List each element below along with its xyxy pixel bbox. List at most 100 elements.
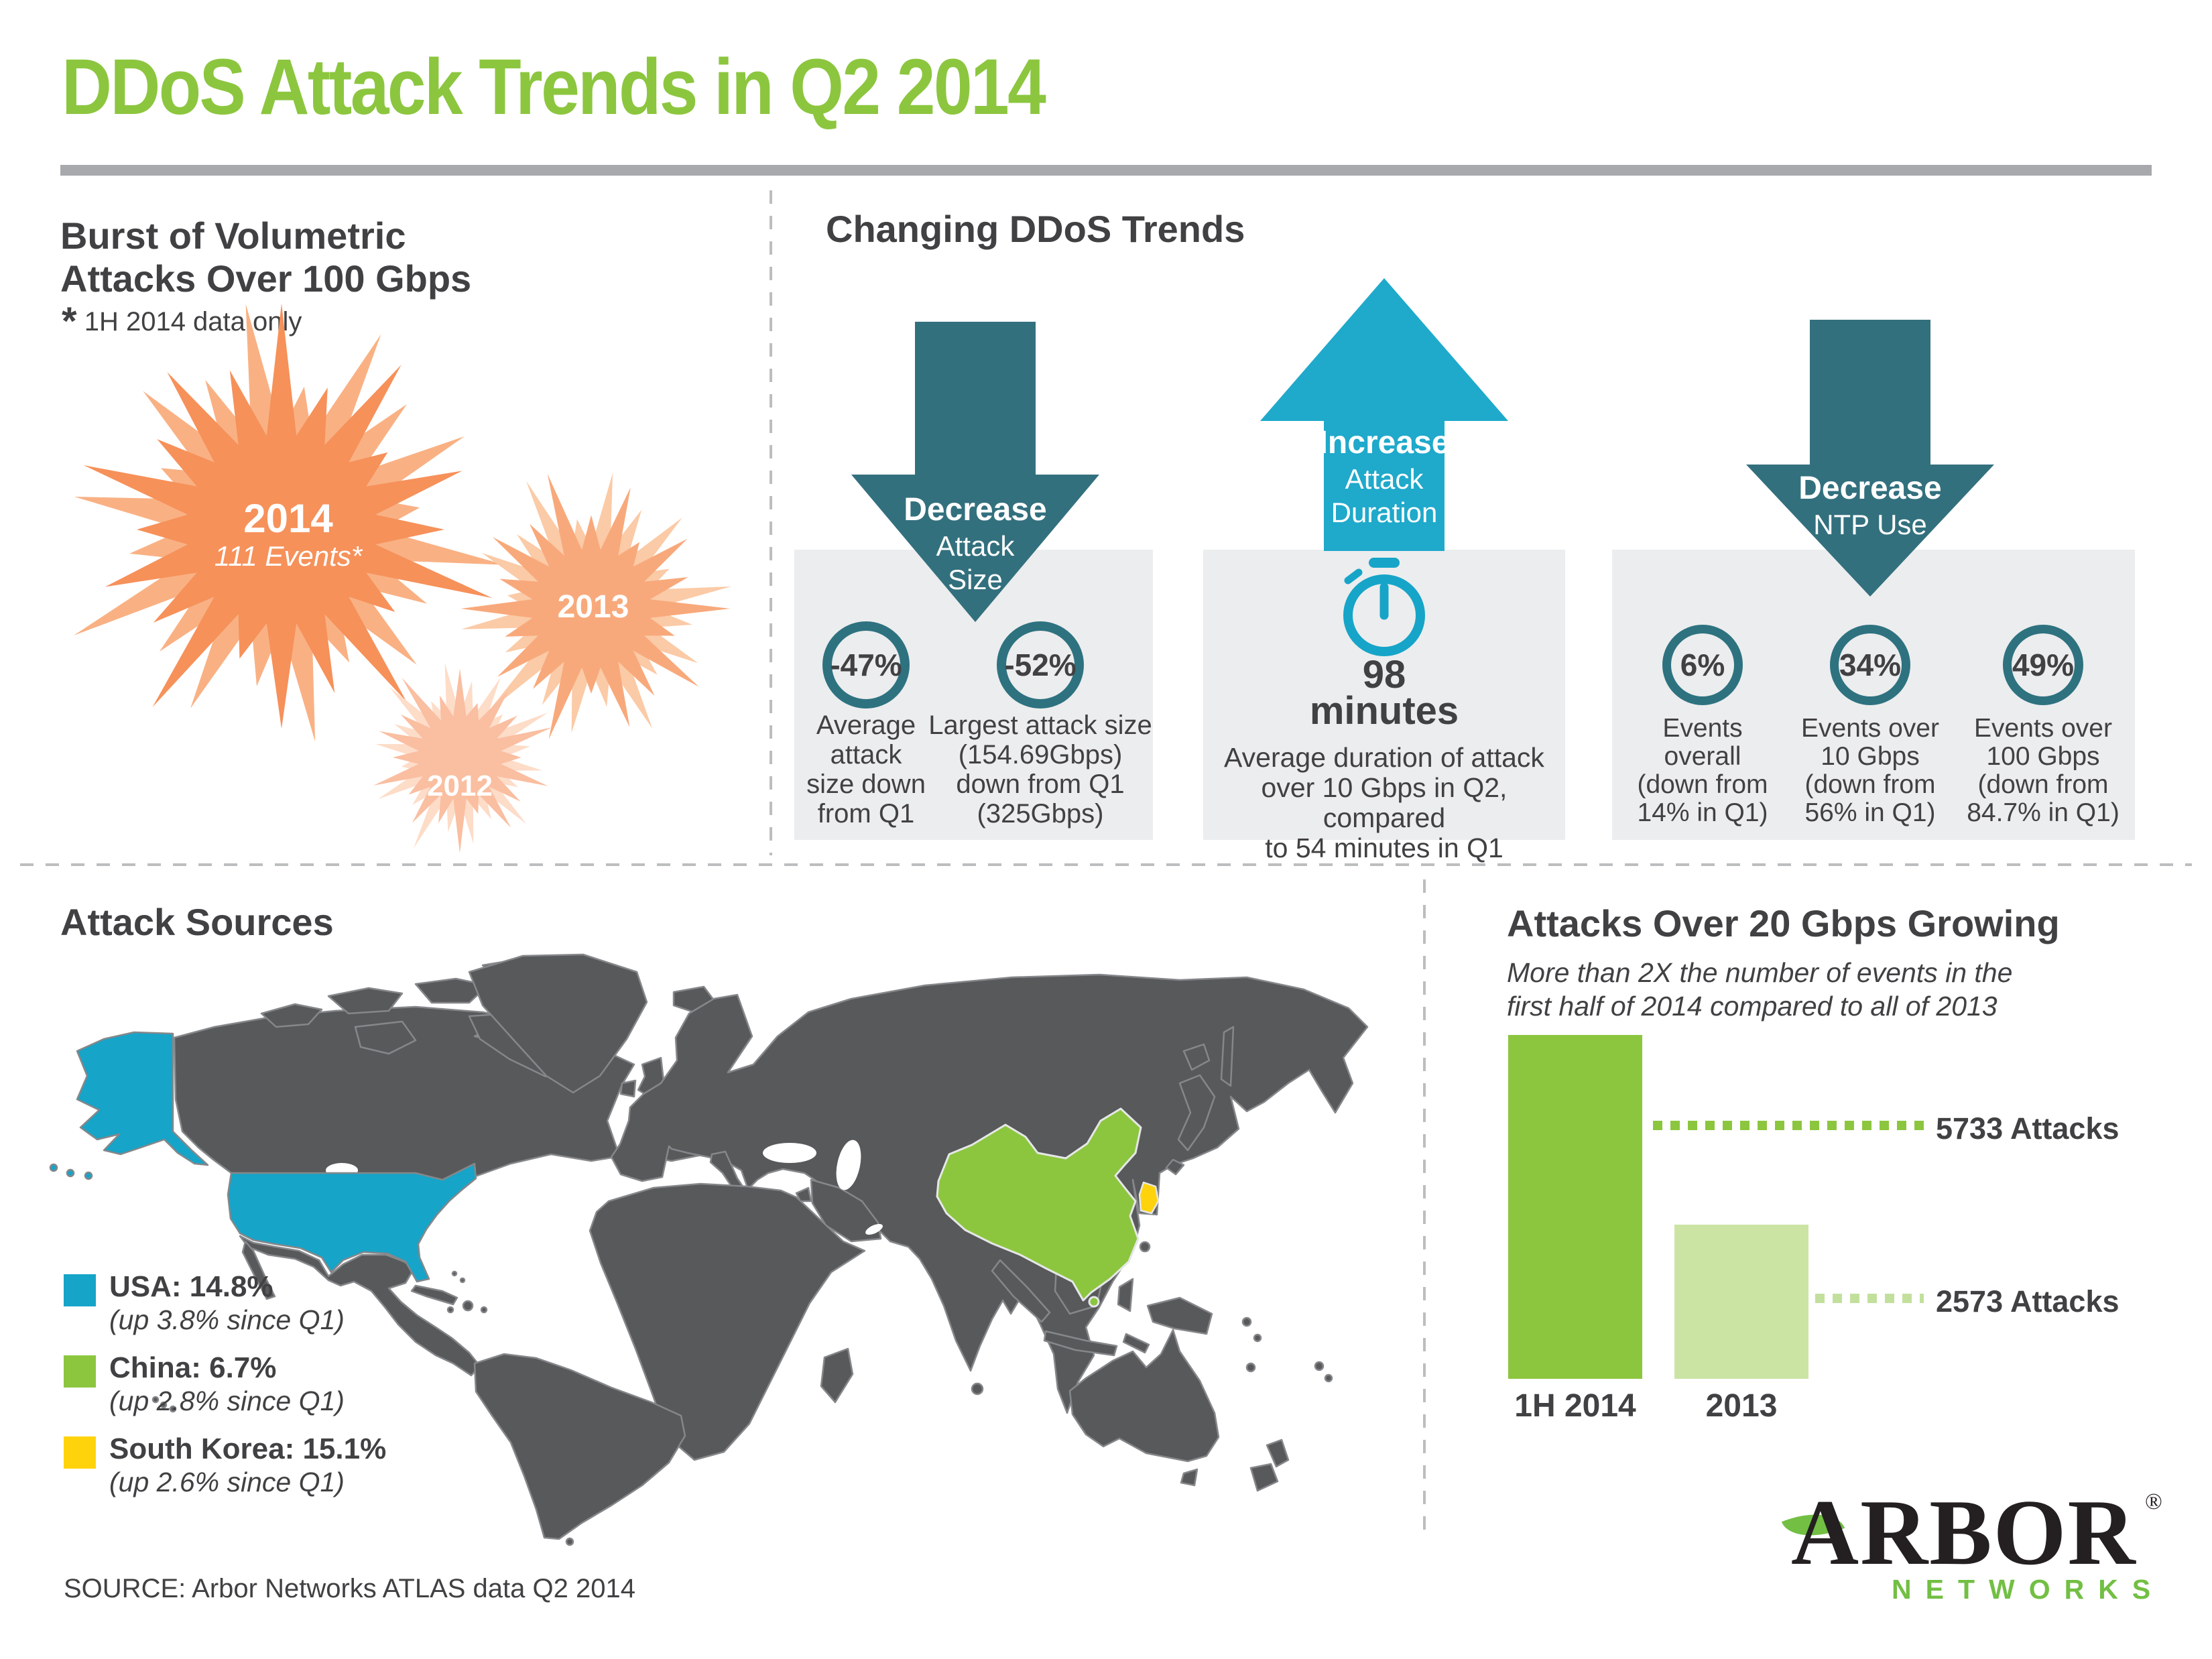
source-note: SOURCE: Arbor Networks ATLAS data Q2 201…: [64, 1574, 635, 1603]
attack-size-arrow-line1: Attack: [936, 530, 1015, 562]
duration-arrow-line1: Attack: [1345, 463, 1424, 495]
ntp-arrow-line1: NTP Use: [1813, 509, 1927, 540]
map-region-mexico: [239, 1235, 481, 1377]
events-overall-caption: Events overall (down from 14% in Q1): [1619, 715, 1786, 827]
star-2014-events: 111 Events*: [214, 540, 363, 572]
map-region-usa: [227, 1162, 477, 1283]
caption-line: (down from: [1977, 770, 2109, 799]
registered-mark-icon: ®: [2145, 1489, 2162, 1514]
caption-line: attack: [830, 740, 902, 770]
caption-line: 14% in Q1): [1637, 798, 1768, 827]
events-100gbps-caption: Events over 100 Gbps (down from 84.7% in…: [1954, 715, 2132, 827]
caption-line: to 54 minutes in Q1: [1265, 833, 1503, 863]
caption-line: from Q1: [817, 799, 915, 828]
stat-circle-largest-attack: -52%: [997, 621, 1084, 709]
legend-usa-label: USA: 14.8%: [109, 1270, 273, 1303]
map-region-africa: [589, 1182, 866, 1461]
up-arrow-duration-icon: [1260, 278, 1508, 551]
map-region-japan: [1182, 1043, 1211, 1071]
world-map: [49, 953, 1369, 1546]
burst-heading-line1: Burst of Volumetric: [60, 214, 406, 257]
bar-label-1h2014: 1H 2014: [1514, 1388, 1636, 1424]
legend-swatch-south-korea: [64, 1436, 96, 1469]
legend-item-south-korea: South Korea: 15.1% (up 2.6% since Q1): [109, 1432, 386, 1497]
arbor-networks-wordmark: NETWORKS: [1892, 1574, 2165, 1605]
caption-line: Largest attack size: [928, 711, 1152, 740]
burst-note-text: 1H 2014 data only: [84, 307, 302, 336]
down-arrow-attack-size-icon: [851, 322, 1099, 622]
bar-label-2013: 2013: [1705, 1388, 1778, 1424]
dotted-leader-5733: [1653, 1121, 1924, 1130]
legend-usa-sub: (up 3.8% since Q1): [109, 1304, 345, 1335]
attack-size-arrow-line2: Size: [948, 564, 1003, 595]
caption-line: down from Q1: [956, 770, 1125, 799]
vertical-divider-bottom: [1423, 879, 1426, 1542]
annotation-2573: 2573 Attacks: [1936, 1284, 2119, 1318]
duration-arrow-text: Increase Attack Duration: [1260, 424, 1508, 530]
caption-line: size down: [806, 770, 926, 799]
legend-swatch-usa: [64, 1274, 96, 1306]
map-region-south-korea: [1138, 1181, 1160, 1215]
attack-size-arrow-text: Decrease Attack Size: [848, 491, 1103, 597]
duration-unit: minutes: [1309, 689, 1459, 733]
map-region-australia: [1068, 1329, 1220, 1463]
caption-line: Average duration of attack: [1224, 742, 1544, 773]
legend-item-china: China: 6.7% (up 2.8% since Q1): [109, 1351, 345, 1416]
attack-size-arrow-title: Decrease: [904, 492, 1047, 528]
legend-south-korea-sub: (up 2.6% since Q1): [109, 1467, 345, 1497]
map-region-south-america: [473, 1353, 686, 1540]
duration-arrow-title: Increase: [1318, 425, 1450, 460]
caption-line: (down from: [1637, 770, 1768, 799]
trends-heading: Changing DDoS Trends: [826, 208, 1245, 250]
starburst-label-2013: 2013: [557, 589, 629, 625]
stat-circle-avg-attack: -47%: [822, 621, 910, 709]
growth-heading: Attacks Over 20 Gbps Growing: [1507, 902, 2060, 944]
caption-line: (down from: [1804, 770, 1936, 799]
page-title: DDoS Attack Trends in Q2 2014: [62, 43, 1046, 131]
stat-circle-events-overall: 6%: [1662, 625, 1743, 705]
legend-china-sub: (up 2.8% since Q1): [109, 1386, 345, 1416]
legend-china-label: China: 6.7%: [109, 1351, 277, 1384]
legend-south-korea-label: South Korea: 15.1%: [109, 1432, 387, 1465]
ntp-arrow-text: Decrease NTP Use: [1746, 469, 1994, 542]
caption-line: 100 Gbps: [1986, 742, 2100, 771]
annotation-5733: 5733 Attacks: [1936, 1111, 2119, 1146]
arbor-logo: ARBOR: [1791, 1481, 2137, 1585]
legend-item-usa: USA: 14.8% (up 3.8% since Q1): [109, 1270, 345, 1335]
timer-icon: [1343, 558, 1425, 656]
events-10gbps-caption: Events over 10 Gbps (down from 56% in Q1…: [1786, 715, 1954, 827]
duration-caption: Average duration of attack over 10 Gbps …: [1210, 743, 1558, 863]
burst-heading: Burst of Volumetric Attacks Over 100 Gbp…: [60, 214, 471, 300]
bar-2013: [1674, 1225, 1808, 1379]
vertical-divider-top: [770, 190, 772, 855]
star-2014-year: 2014: [243, 496, 333, 541]
starburst-label-2014: 2014 111 Events*: [181, 497, 395, 572]
ntp-arrow-title: Decrease: [1798, 471, 1942, 506]
burst-heading-line2: Attacks Over 100 Gbps: [60, 257, 472, 300]
largest-attack-caption: Largest attack size (154.69Gbps) down fr…: [912, 711, 1169, 828]
starburst-canvas: [73, 303, 731, 853]
caption-line: Events: [1662, 714, 1743, 743]
map-region-alaska: [76, 1031, 209, 1166]
starburst-label-2012: 2012: [427, 770, 493, 802]
caption-line: 10 Gbps: [1821, 742, 1920, 771]
stat-circle-events-100gbps: 49%: [2003, 625, 2083, 705]
map-region-greenland: [468, 953, 648, 1094]
legend-swatch-china: [64, 1355, 96, 1388]
growth-subtitle-line2: first half of 2014 compared to all of 20…: [1507, 991, 1998, 1022]
horizontal-divider: [20, 863, 2192, 866]
growth-subtitle-line1: More than 2X the number of events in the: [1507, 957, 2013, 988]
caption-line: 56% in Q1): [1804, 798, 1936, 827]
caption-line: overall: [1664, 742, 1741, 771]
caption-line: 84.7% in Q1): [1967, 798, 2119, 827]
caption-line: Events over: [1974, 714, 2112, 743]
asterisk-icon: *: [62, 300, 77, 343]
caption-line: over 10 Gbps in Q2, compared: [1261, 772, 1508, 833]
duration-value: 98 minutes: [1210, 656, 1558, 733]
header-rule: [60, 165, 2152, 176]
caption-line: (154.69Gbps): [958, 740, 1123, 770]
sources-heading: Attack Sources: [60, 901, 334, 943]
caption-line: Events over: [1801, 714, 1939, 743]
burst-note: * 1H 2014 data only: [62, 302, 302, 341]
